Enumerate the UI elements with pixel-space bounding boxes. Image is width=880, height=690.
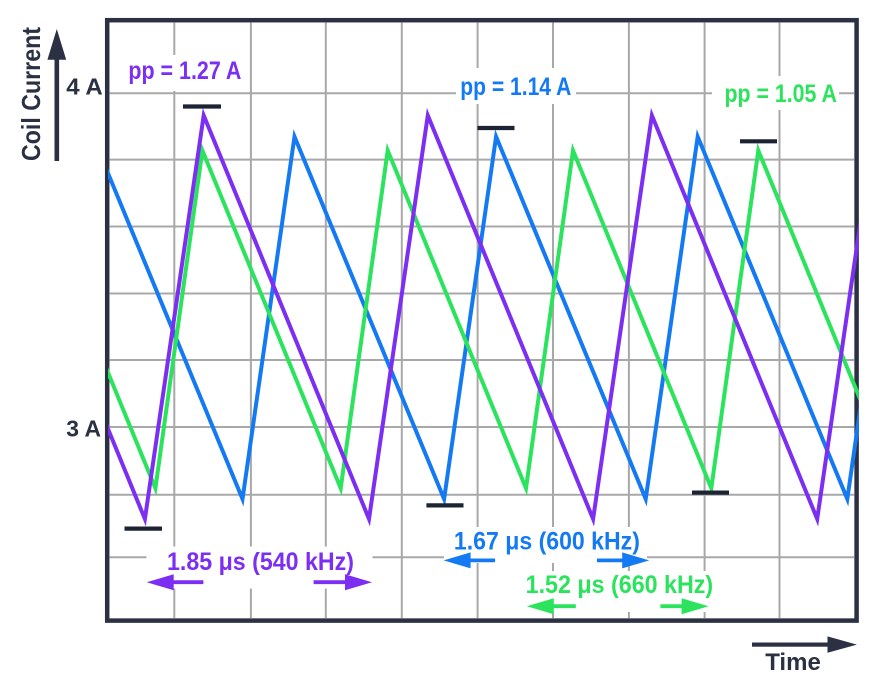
- svg-text:Time: Time: [765, 649, 821, 676]
- svg-text:pp = 1.05 A: pp = 1.05 A: [724, 80, 837, 108]
- svg-text:pp = 1.27 A: pp = 1.27 A: [128, 57, 241, 85]
- svg-text:4 A: 4 A: [66, 73, 103, 99]
- svg-text:1.52 μs (660 kHz): 1.52 μs (660 kHz): [526, 571, 714, 599]
- svg-text:3 A: 3 A: [66, 416, 101, 442]
- svg-text:1.67 μs (600 kHz): 1.67 μs (600 kHz): [454, 528, 640, 556]
- svg-text:pp = 1.14 A: pp = 1.14 A: [460, 73, 571, 101]
- svg-text:Coil Current: Coil Current: [16, 27, 46, 161]
- svg-text:1.85 μs (540 kHz): 1.85 μs (540 kHz): [167, 548, 354, 576]
